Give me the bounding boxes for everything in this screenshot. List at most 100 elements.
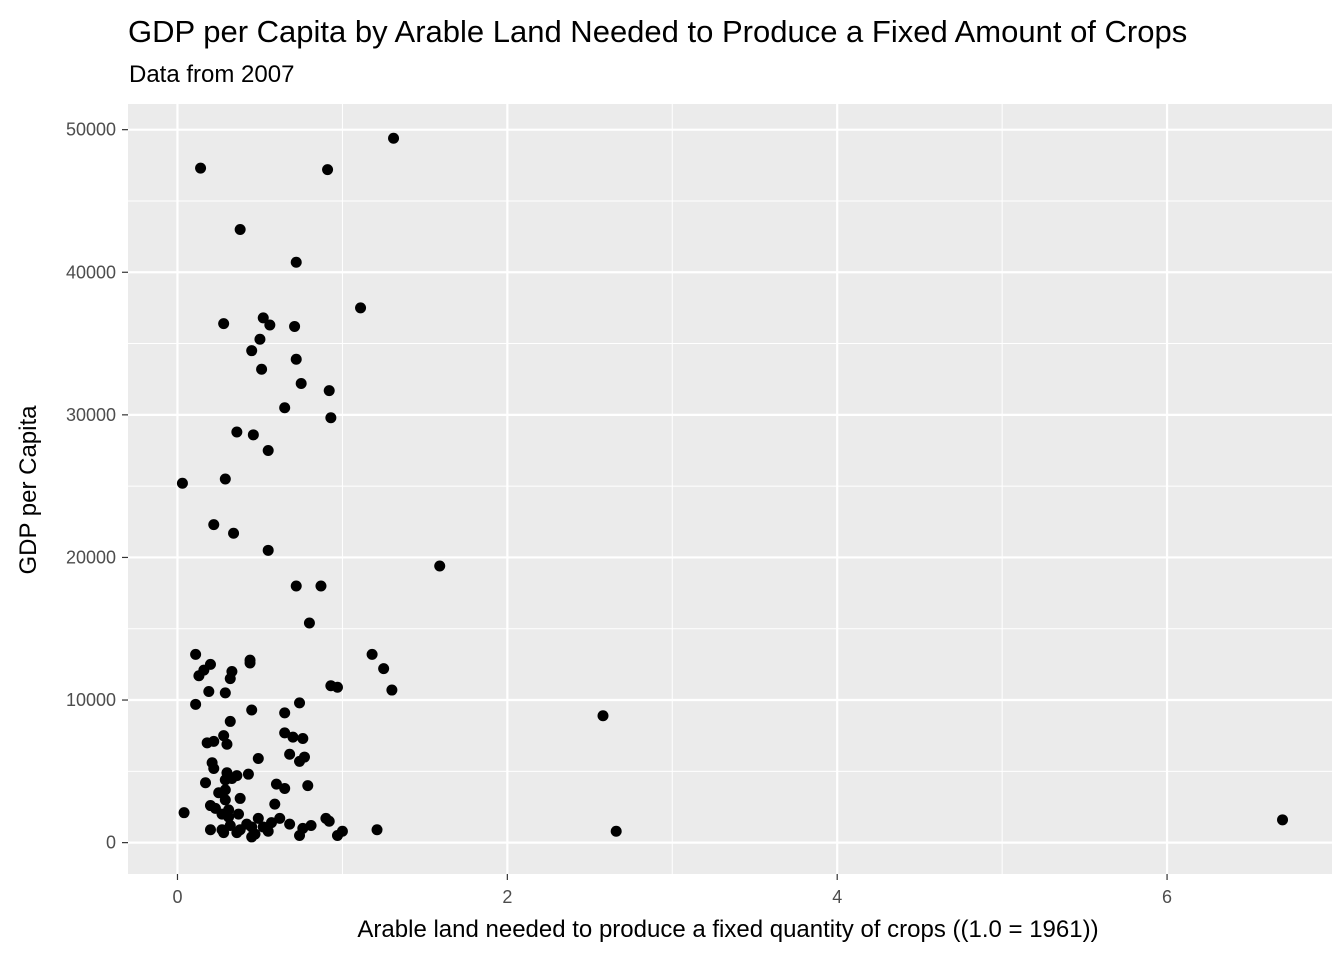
data-point: [231, 827, 243, 839]
data-point: [257, 312, 269, 324]
data-point: [366, 648, 378, 660]
y-tick-label: 40000: [66, 262, 116, 282]
data-point: [262, 544, 274, 556]
data-point: [294, 755, 306, 767]
data-point: [200, 777, 212, 789]
data-point: [325, 412, 337, 424]
data-point: [208, 762, 220, 774]
data-point: [246, 345, 258, 357]
data-point: [290, 353, 302, 365]
data-point: [221, 738, 233, 750]
data-point: [265, 817, 277, 829]
data-point: [190, 698, 202, 710]
data-point: [195, 162, 207, 174]
data-point: [190, 648, 202, 660]
data-point: [178, 807, 190, 819]
x-tick-label: 4: [832, 887, 842, 907]
data-point: [303, 617, 315, 629]
data-point: [219, 687, 231, 699]
data-point: [262, 825, 274, 837]
data-point: [597, 710, 609, 722]
minor-gridlines: [128, 104, 1332, 874]
data-point: [355, 302, 367, 314]
plot-panel: [128, 104, 1332, 874]
data-point: [279, 402, 291, 414]
data-point: [386, 684, 398, 696]
data-point: [218, 827, 230, 839]
data-point: [246, 831, 258, 843]
data-point: [247, 429, 259, 441]
data-point: [234, 792, 246, 804]
data-point: [218, 730, 230, 742]
data-point: [297, 733, 309, 745]
x-axis-title: Arable land needed to produce a fixed qu…: [357, 916, 1098, 943]
data-point: [219, 473, 231, 485]
y-tick-label: 30000: [66, 405, 116, 425]
data-point: [388, 132, 400, 144]
data-point: [331, 681, 343, 693]
data-point: [193, 670, 205, 682]
data-point: [279, 782, 291, 794]
data-point: [234, 223, 246, 235]
data-point: [231, 426, 243, 438]
data-point: [294, 697, 306, 709]
data-point: [242, 768, 254, 780]
data-point: [219, 794, 231, 806]
data-points: [176, 132, 1289, 843]
data-point: [228, 527, 240, 539]
y-tick-label: 10000: [66, 690, 116, 710]
data-point: [434, 560, 446, 572]
x-tick-label: 2: [502, 887, 512, 907]
data-point: [323, 815, 335, 827]
data-point: [1277, 814, 1289, 826]
data-point: [315, 580, 327, 592]
data-point: [289, 320, 301, 332]
x-tick-label: 6: [1162, 887, 1172, 907]
data-point: [322, 164, 334, 176]
data-point: [287, 731, 299, 743]
data-point: [290, 580, 302, 592]
data-point: [254, 333, 266, 345]
data-point: [224, 715, 236, 727]
data-point: [204, 824, 216, 836]
y-tick-label: 50000: [66, 120, 116, 140]
data-point: [208, 735, 220, 747]
y-axis-title: GDP per Capita: [15, 405, 42, 575]
data-point: [284, 818, 296, 830]
data-point: [233, 808, 245, 820]
data-point: [203, 685, 215, 697]
data-point: [208, 519, 220, 531]
data-point: [279, 727, 291, 739]
data-point: [284, 748, 296, 760]
y-tick-label: 20000: [66, 547, 116, 567]
data-point: [610, 825, 622, 837]
data-point: [252, 753, 264, 764]
data-point: [270, 778, 282, 790]
data-point: [224, 673, 236, 685]
data-point: [302, 780, 314, 792]
y-tick-label: 0: [106, 833, 116, 853]
data-point: [262, 445, 274, 456]
data-point: [244, 657, 256, 669]
chart-subtitle: Data from 2007: [129, 61, 294, 88]
data-point: [274, 812, 286, 824]
data-point: [295, 377, 307, 389]
y-axis-ticks: 0 10000 20000 30000 40000 50000: [66, 120, 128, 853]
data-point: [294, 830, 306, 841]
x-axis-ticks: 0 2 4 6: [172, 874, 1172, 907]
data-point: [246, 704, 258, 716]
data-point: [223, 811, 235, 823]
data-point: [331, 830, 343, 841]
data-point: [252, 812, 264, 824]
data-point: [269, 798, 281, 810]
x-tick-label: 0: [172, 887, 182, 907]
data-point: [371, 824, 383, 836]
data-point: [226, 772, 238, 784]
data-point: [279, 707, 291, 719]
data-point: [213, 787, 225, 799]
data-point: [218, 318, 230, 330]
data-point: [290, 256, 302, 268]
data-point: [256, 363, 268, 375]
data-point: [378, 663, 390, 675]
